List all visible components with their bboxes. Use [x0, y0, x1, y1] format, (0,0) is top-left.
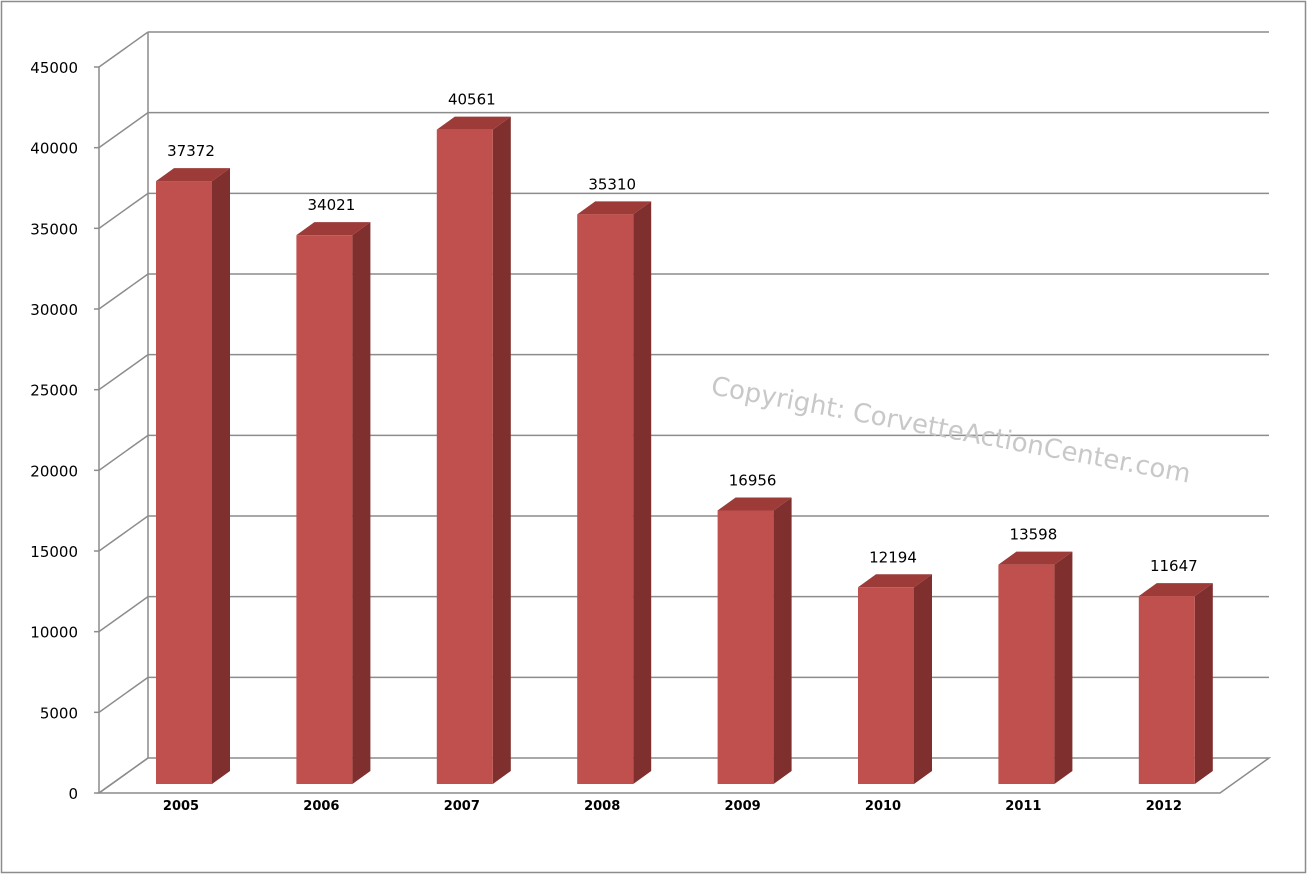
bar-2009	[717, 497, 792, 784]
x-category-label: 2012	[1146, 799, 1182, 814]
y-tick-label: 15000	[30, 543, 78, 561]
x-category-label: 2008	[584, 799, 620, 814]
bar-top	[1138, 583, 1213, 597]
bar-side	[1194, 583, 1213, 784]
bar-front	[998, 564, 1055, 784]
bar-front	[436, 129, 493, 785]
bar-top	[717, 497, 792, 511]
data-label: 13598	[1010, 526, 1058, 544]
y-axis-tick-labels: 0 5000 10000 15000 20000 25000 30000 35000 40000…	[30, 59, 78, 803]
y-tick-label: 30000	[30, 301, 78, 319]
y-tick-label: 35000	[30, 220, 78, 238]
x-category-label: 2010	[865, 799, 901, 814]
side-gridline	[98, 273, 149, 310]
bar-2011	[998, 551, 1073, 784]
bar-side	[633, 201, 652, 784]
floor-plane	[96, 757, 1272, 794]
y-tick-label: 5000	[40, 704, 78, 722]
x-category-label: 2006	[303, 799, 339, 814]
bar-front	[296, 235, 353, 784]
data-label: 34021	[308, 196, 356, 214]
side-gridline	[98, 515, 149, 552]
x-category-label: 2009	[725, 799, 761, 814]
bar-2012	[1138, 583, 1213, 784]
x-axis-category-labels: 2005 2006 2007 2008 2009 2010 2011 2012	[163, 799, 1182, 814]
bar-front	[717, 510, 774, 784]
bar-top	[577, 201, 652, 215]
axes	[94, 32, 1272, 794]
data-label: 40561	[448, 91, 496, 109]
bar-side	[492, 116, 511, 785]
y-tick-label: 25000	[30, 382, 78, 400]
bar-top	[998, 551, 1073, 565]
bar-side	[212, 168, 230, 784]
side-gridline	[98, 112, 149, 149]
x-category-label: 2007	[444, 799, 480, 814]
data-label: 37372	[167, 142, 215, 160]
data-labels: 37372 34021 40561 35310 16956 12194 13598 11647	[167, 91, 1198, 575]
bar-2010	[858, 574, 932, 784]
side-gridline	[98, 192, 149, 229]
data-label: 16956	[729, 471, 777, 489]
side-gridline	[98, 31, 149, 68]
bar-2008	[577, 201, 652, 784]
data-label: 12194	[869, 548, 917, 566]
side-gridline	[98, 354, 149, 391]
bar-2007	[436, 116, 511, 785]
bar-2005	[156, 168, 230, 784]
bar-2006	[296, 222, 371, 784]
y-tick-label: 20000	[30, 462, 78, 480]
bar-front	[156, 181, 212, 784]
side-gridline	[98, 434, 149, 471]
bar-side	[773, 497, 792, 784]
y-tick-label: 45000	[30, 59, 78, 77]
y-tick-label: 40000	[30, 140, 78, 158]
y-tick-label: 10000	[30, 624, 78, 642]
x-category-label: 2011	[1005, 799, 1041, 814]
bar-top	[858, 574, 932, 588]
y-tick-label: 0	[68, 785, 78, 803]
bars	[156, 116, 1213, 785]
bar-front	[858, 587, 914, 784]
bar-top	[296, 222, 371, 236]
bar-side	[1054, 551, 1073, 784]
data-label: 11647	[1150, 557, 1198, 575]
data-label: 35310	[588, 175, 636, 193]
bar-side	[352, 222, 371, 784]
bar-front	[577, 214, 634, 784]
bar-side	[914, 574, 932, 784]
bar-top	[436, 116, 511, 130]
side-gridline	[98, 596, 149, 633]
bar-top	[156, 168, 230, 182]
side-gridline	[98, 676, 149, 713]
bar-front	[1138, 596, 1195, 784]
x-category-label: 2005	[163, 799, 199, 814]
